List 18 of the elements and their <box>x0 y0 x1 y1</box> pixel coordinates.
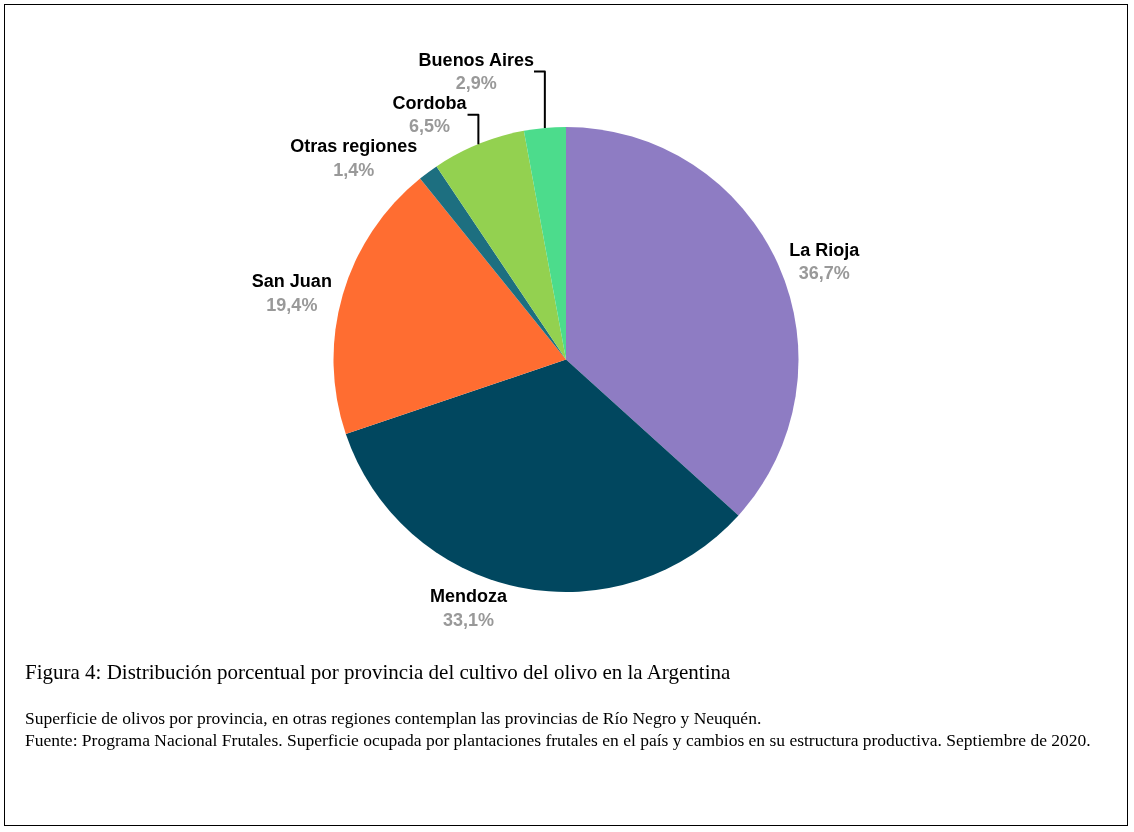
pie-slice <box>420 166 566 360</box>
data-label: 2,9% <box>455 73 497 94</box>
slice-label: Cordoba <box>392 93 468 114</box>
data-label: 1,4% <box>333 159 375 180</box>
slice-label: Mendoza <box>430 586 508 607</box>
data-label: 6,5% <box>409 116 451 137</box>
text: Superficie de olivos por provincia, en otras regiones contemplan las provincias de Río Negro y Neuquén. <box>25 707 763 729</box>
slice-label: San Juan <box>251 271 332 292</box>
pie-slice <box>333 178 566 435</box>
slice-label: La Rioja <box>789 239 861 260</box>
text: Figura 4: Distribución porcentual por provincia del cultivo del olivo en la Argentina <box>25 660 732 685</box>
pie-slice <box>523 127 566 360</box>
data-label: 36,7% <box>798 263 850 284</box>
slice-label: Buenos Aires <box>418 49 534 70</box>
source-note: Fuente: Programa Nacional Frutales. Superficie ocupada por plantaciones frutales en el país y cambios en su estructura productiva. Septiembre de 2020. <box>25 729 1092 751</box>
slice-label: Otras regiones <box>290 136 418 157</box>
data-label: 33,1% <box>443 609 495 630</box>
data-label: 19,4% <box>266 294 318 315</box>
